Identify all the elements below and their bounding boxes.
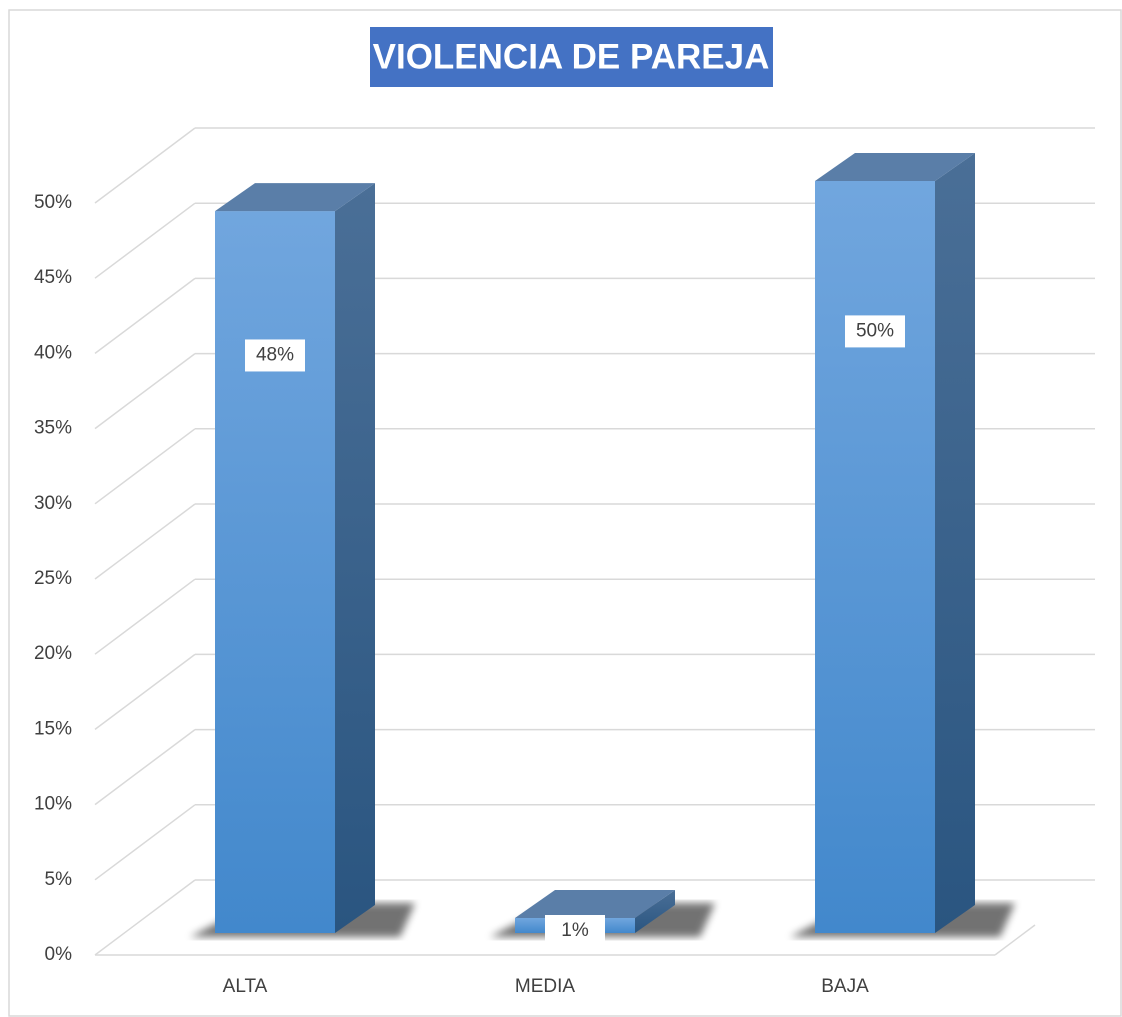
- y-tick-label: 25%: [34, 568, 72, 589]
- grid-line-side: [94, 202, 196, 279]
- title-box: [370, 27, 773, 87]
- value-label-box: [845, 315, 905, 348]
- bar-top: [215, 183, 375, 212]
- grid-line-side: [94, 277, 196, 354]
- x-tick-label: ALTA: [223, 976, 268, 997]
- grid-line-side: [94, 879, 196, 956]
- y-tick-label: 35%: [34, 418, 72, 439]
- y-tick-label: 50%: [34, 192, 72, 213]
- y-tick-label: 20%: [34, 643, 72, 664]
- value-label: 50%: [856, 320, 894, 341]
- grid-line-side: [94, 728, 196, 806]
- grid-line-side: [94, 578, 196, 655]
- grid-line-side: [94, 353, 196, 430]
- floor-right: [994, 924, 1036, 956]
- grid-line-side: [94, 653, 196, 731]
- y-tick-label: 30%: [34, 493, 72, 514]
- y-tick-label: 5%: [45, 869, 73, 890]
- x-tick-label: BAJA: [821, 976, 869, 997]
- value-label: 1%: [561, 920, 589, 941]
- bar-side: [935, 153, 975, 933]
- grid-line-side: [94, 503, 196, 580]
- value-label: 48%: [256, 344, 294, 365]
- bar-side: [635, 889, 675, 933]
- bar-top: [515, 889, 675, 918]
- bar-side: [335, 183, 375, 933]
- bar: [215, 211, 335, 933]
- value-label-box: [545, 915, 605, 947]
- y-tick-label: 10%: [34, 794, 72, 815]
- value-label-box: [245, 339, 305, 372]
- grid-line-side: [94, 127, 196, 204]
- bar: [815, 181, 935, 933]
- y-tick-label: 40%: [34, 342, 72, 363]
- chart-title: VIOLENCIA DE PAREJA: [373, 37, 770, 76]
- x-tick-label: MEDIA: [515, 976, 576, 997]
- grid-line-side: [94, 804, 196, 881]
- y-tick-label: 15%: [34, 718, 72, 739]
- y-tick-label: 0%: [45, 944, 73, 965]
- grid-line-side: [94, 428, 196, 505]
- y-tick-label: 45%: [34, 267, 72, 288]
- bar-top: [815, 153, 975, 181]
